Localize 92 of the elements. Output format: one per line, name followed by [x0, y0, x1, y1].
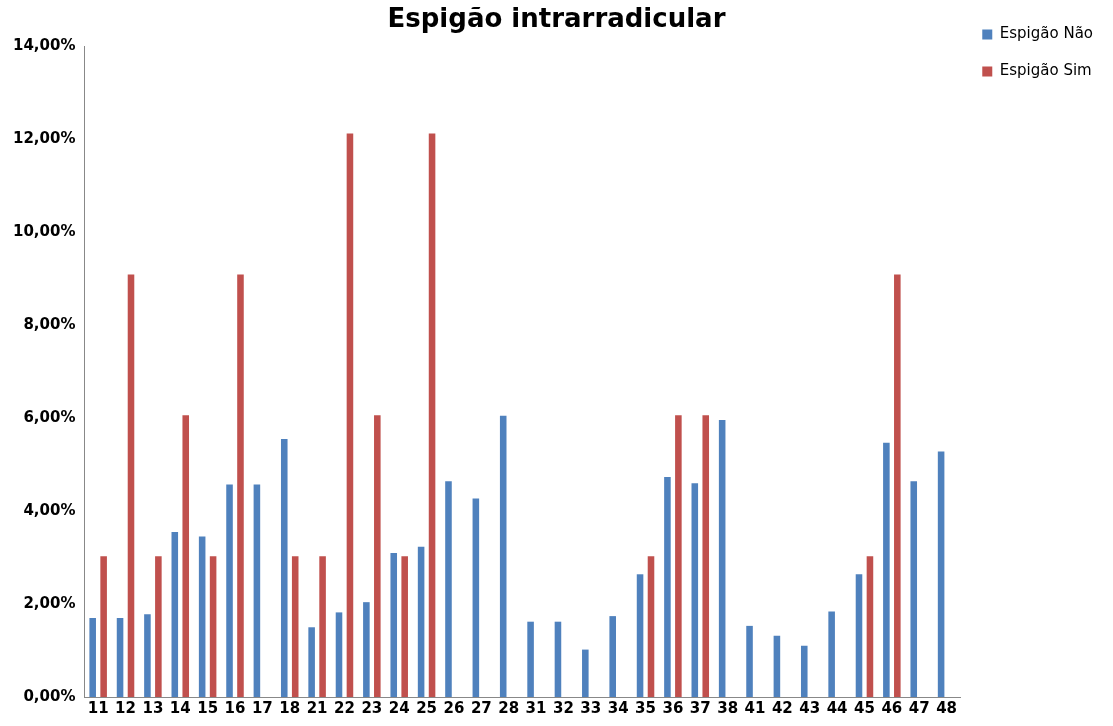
bar — [937, 451, 945, 697]
bar — [800, 645, 808, 697]
bar — [883, 442, 890, 697]
bar — [253, 484, 261, 697]
y-tick-label: 6,00% — [23, 407, 76, 426]
bar — [182, 415, 190, 697]
y-tick-label: 10,00% — [12, 222, 76, 241]
x-tick-label: 37 — [689, 698, 711, 717]
x-tick-label: 36 — [662, 698, 684, 717]
bar — [718, 419, 726, 697]
bar — [499, 415, 507, 697]
bar — [100, 556, 107, 697]
bar — [445, 481, 452, 697]
bar — [773, 635, 781, 697]
bar — [647, 556, 655, 697]
x-tick-label: 16 — [224, 698, 246, 717]
x-tick-label: 17 — [251, 698, 273, 717]
bar — [171, 531, 179, 697]
bar — [702, 415, 710, 697]
x-tick-label: 14 — [169, 698, 191, 717]
y-tick-label: 14,00% — [12, 36, 76, 55]
bar — [554, 621, 562, 697]
y-tick-label: 4,00% — [23, 500, 76, 519]
x-tick-label: 35 — [635, 698, 656, 717]
bar — [472, 498, 480, 697]
legend-label: Espigão Não — [999, 24, 1093, 43]
bar — [116, 617, 124, 697]
x-tick-label: 26 — [443, 698, 465, 717]
bar — [866, 556, 874, 697]
x-tick-label: 28 — [498, 698, 520, 717]
bar — [144, 614, 151, 697]
bar — [894, 274, 901, 697]
x-tick-label: 31 — [525, 698, 547, 717]
y-tick-label: 0,00% — [23, 686, 76, 705]
bar — [308, 627, 315, 697]
bar — [527, 621, 534, 697]
x-tick-label: 11 — [87, 698, 109, 717]
x-tick-label: 32 — [552, 698, 574, 717]
bar — [664, 477, 671, 697]
bar — [417, 546, 425, 697]
bar — [346, 133, 354, 697]
bar — [127, 274, 135, 697]
bar — [335, 612, 343, 697]
y-tick-label: 12,00% — [12, 129, 76, 148]
x-tick-label: 33 — [580, 698, 602, 717]
bar — [691, 483, 699, 697]
bar — [428, 133, 436, 697]
x-tick-label: 23 — [361, 698, 383, 717]
bar — [280, 439, 288, 697]
x-tick-label: 44 — [826, 698, 848, 717]
x-tick-label: 18 — [279, 698, 301, 717]
x-tick-label: 47 — [908, 698, 930, 717]
x-tick-label: 42 — [771, 698, 793, 717]
bar — [746, 625, 753, 697]
legend-label: Espigão Sim — [999, 61, 1092, 80]
x-tick-label: 34 — [607, 698, 629, 717]
bar — [675, 415, 682, 697]
bar — [89, 617, 96, 697]
bar — [401, 556, 408, 697]
bar — [636, 574, 644, 697]
bar — [226, 484, 233, 697]
x-tick-label: 27 — [470, 698, 492, 717]
bar — [582, 649, 589, 697]
bar — [363, 602, 370, 697]
x-tick-label: 13 — [142, 698, 164, 717]
x-tick-label: 15 — [197, 698, 219, 717]
bar — [319, 556, 326, 697]
bar — [155, 556, 162, 697]
bar — [198, 536, 206, 697]
bar — [855, 574, 863, 697]
bar — [609, 616, 616, 697]
x-tick-label: 45 — [854, 698, 875, 717]
bar — [374, 415, 381, 697]
x-tick-label: 24 — [388, 698, 410, 717]
bar — [237, 274, 244, 697]
y-tick-label: 2,00% — [23, 593, 76, 612]
x-tick-label: 38 — [717, 698, 739, 717]
x-tick-label: 46 — [881, 698, 903, 717]
x-tick-label: 22 — [334, 698, 355, 717]
bar — [828, 611, 835, 697]
x-tick-label: 41 — [744, 698, 766, 717]
bar — [390, 552, 398, 697]
x-tick-label: 12 — [115, 698, 136, 717]
bar — [209, 556, 217, 697]
x-tick-label: 43 — [799, 698, 821, 717]
chart-title: Espigão intrarradicular — [387, 3, 726, 34]
x-tick-label: 21 — [306, 698, 328, 717]
y-tick-label: 8,00% — [23, 315, 76, 333]
x-tick-label: 25 — [416, 698, 438, 717]
bar — [910, 481, 918, 697]
x-tick-label: 48 — [936, 698, 958, 717]
bar — [291, 556, 299, 697]
